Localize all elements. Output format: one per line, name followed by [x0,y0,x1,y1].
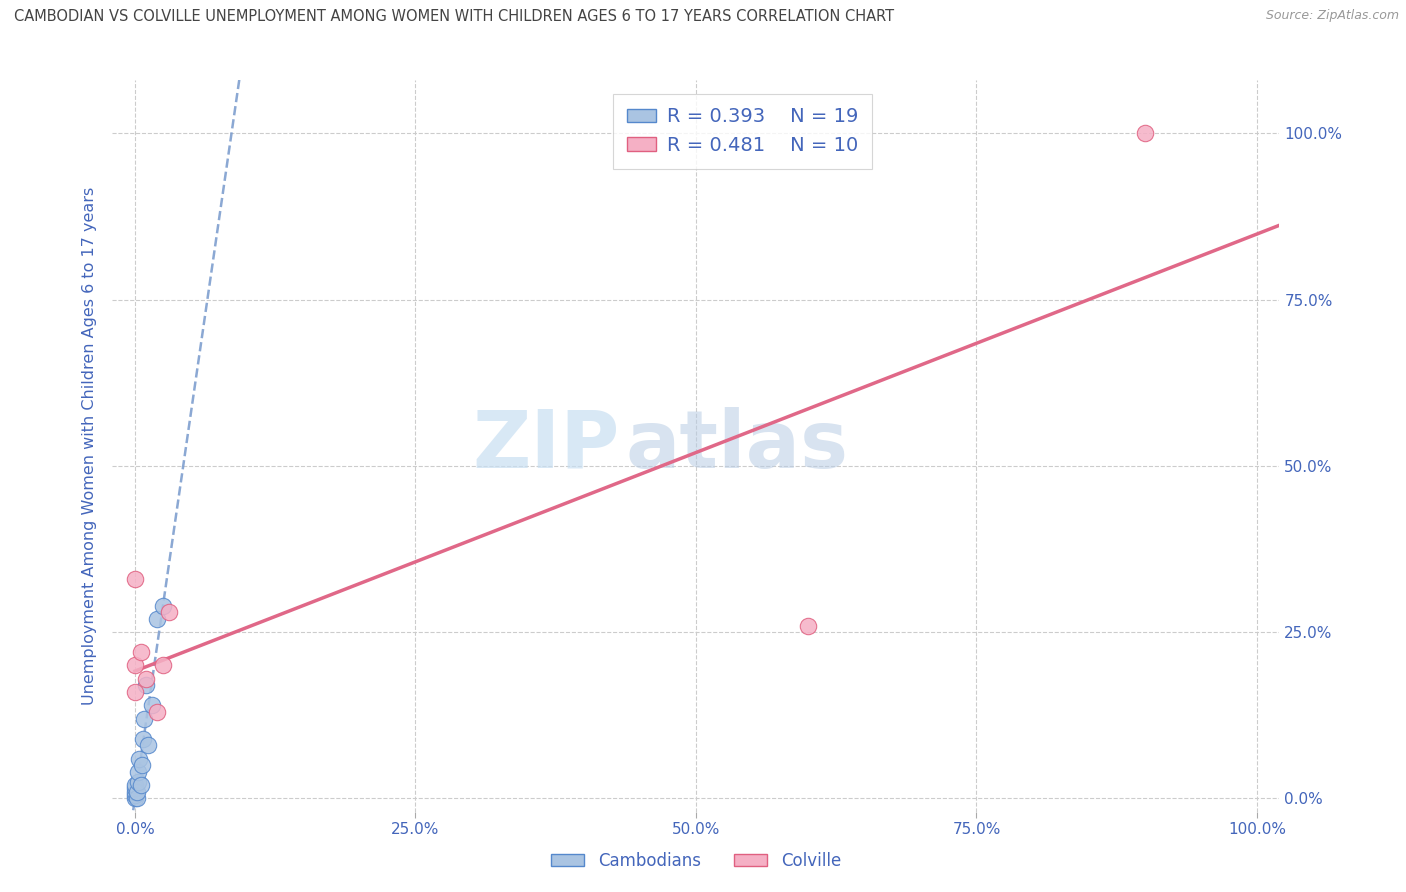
Point [138,738,160,752]
Point [127,764,149,779]
Point [131,758,153,772]
Point [135,678,157,692]
Point [124,572,146,586]
Point [127,785,149,799]
Legend: Cambodians, Colville: Cambodians, Colville [544,846,848,877]
Point [132,731,155,746]
Point [141,698,163,713]
Text: Source: ZipAtlas.com: Source: ZipAtlas.com [1265,9,1399,22]
Text: CAMBODIAN VS COLVILLE UNEMPLOYMENT AMONG WOMEN WITH CHILDREN AGES 6 TO 17 YEARS : CAMBODIAN VS COLVILLE UNEMPLOYMENT AMONG… [14,9,894,24]
Y-axis label: Unemployment Among Women with Children Ages 6 to 17 years: Unemployment Among Women with Children A… [82,187,97,705]
Point [135,672,157,686]
Point [797,618,820,632]
Point [128,751,150,765]
Point [127,791,149,805]
Point [146,705,169,719]
Point [1133,127,1156,141]
Text: ZIP: ZIP [472,407,620,485]
Point [124,778,146,792]
Point [124,781,146,796]
Point [152,599,174,613]
Point [129,778,152,792]
Point [129,645,152,659]
Point [124,785,146,799]
Point [124,685,146,699]
Point [152,658,174,673]
Text: atlas: atlas [626,407,849,485]
Point [127,774,149,789]
Point [124,658,146,673]
Point [124,791,146,805]
Point [146,612,169,626]
Point [124,788,146,802]
Point [157,605,180,619]
Point [132,712,155,726]
